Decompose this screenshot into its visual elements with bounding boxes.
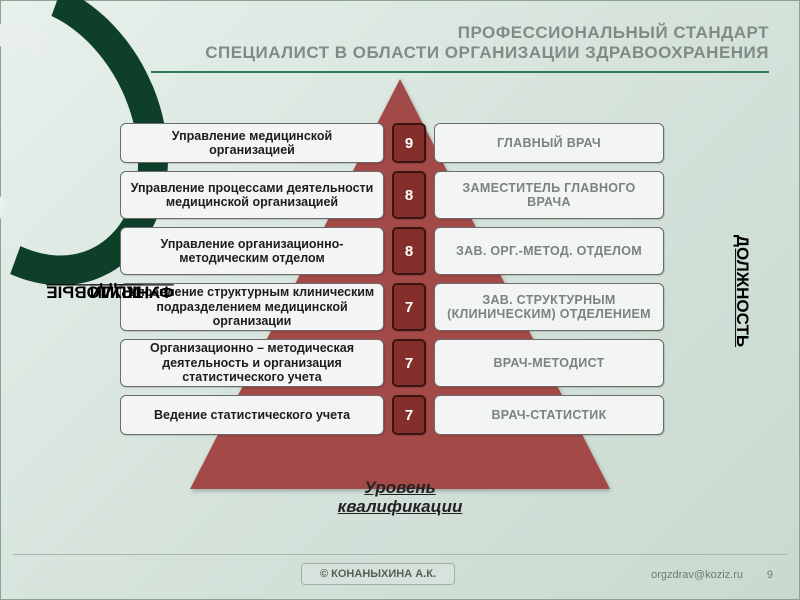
copyright-box: © КОНАНЫХИНА А.К. <box>301 563 455 585</box>
function-cell: Управление организационно-методическим о… <box>120 227 384 275</box>
right-axis-text: ДОЛЖНОСТЬ <box>732 235 752 347</box>
title-rule <box>151 71 769 73</box>
level-cell: 8 <box>392 171 426 219</box>
level-cell: 7 <box>392 339 426 387</box>
level-cell: 8 <box>392 227 426 275</box>
position-cell: ВРАЧ-МЕТОДИСТ <box>434 339 664 387</box>
function-cell: Организационно – методическая деятельнос… <box>120 339 384 387</box>
position-cell: ГЛАВНЫЙ ВРАЧ <box>434 123 664 163</box>
bottom-caption-line2: квалификации <box>338 498 463 517</box>
pyramid-row: Управление процессами деятельности медиц… <box>120 171 680 219</box>
left-axis-label: ТРУДОВЫЕ ФУНКЦИИ <box>93 181 133 401</box>
function-cell: Ведение статистического учета <box>120 395 384 435</box>
position-cell: ЗАВ. СТРУКТУРНЫМ (КЛИНИЧЕСКИМ) ОТДЕЛЕНИЕ… <box>434 283 664 331</box>
right-axis-label: ДОЛЖНОСТЬ <box>727 181 757 401</box>
slide: ПРОФЕССИОНАЛЬНЫЙ СТАНДАРТ СПЕЦИАЛИСТ В О… <box>0 0 800 600</box>
function-cell: Управление медицинской организацией <box>120 123 384 163</box>
footer-email: orgzdrav@koziz.ru <box>651 569 743 581</box>
function-cell: Управление процессами деятельности медиц… <box>120 171 384 219</box>
pyramid-row: Управление медицинской организацией 9 ГЛ… <box>120 123 680 163</box>
pyramid-rows: Управление медицинской организацией 9 ГЛ… <box>120 123 680 443</box>
pyramid-row: Управление организационно-методическим о… <box>120 227 680 275</box>
footer-rule <box>13 554 787 555</box>
title-line-1: ПРОФЕССИОНАЛЬНЫЙ СТАНДАРТ <box>205 23 769 43</box>
level-cell: 7 <box>392 395 426 435</box>
left-axis-line2: ФУНКЦИИ <box>83 282 180 301</box>
bottom-caption: Уровень квалификации <box>338 479 463 516</box>
page-number: 9 <box>767 569 773 581</box>
title-line-2: СПЕЦИАЛИСТ В ОБЛАСТИ ОРГАНИЗАЦИИ ЗДРАВОО… <box>205 43 769 63</box>
position-cell: ВРАЧ-СТАТИСТИК <box>434 395 664 435</box>
position-cell: ЗАВ. ОРГ.-МЕТОД. ОТДЕЛОМ <box>434 227 664 275</box>
pyramid-row: Организационно – методическая деятельнос… <box>120 339 680 387</box>
pyramid-row: Управление структурным клиническим подра… <box>120 283 680 331</box>
level-cell: 7 <box>392 283 426 331</box>
pyramid-row: Ведение статистического учета 7 ВРАЧ-СТА… <box>120 395 680 435</box>
level-cell: 9 <box>392 123 426 163</box>
position-cell: ЗАМЕСТИТЕЛЬ ГЛАВНОГО ВРАЧА <box>434 171 664 219</box>
bottom-caption-line1: Уровень <box>338 479 463 498</box>
slide-title: ПРОФЕССИОНАЛЬНЫЙ СТАНДАРТ СПЕЦИАЛИСТ В О… <box>205 23 769 63</box>
